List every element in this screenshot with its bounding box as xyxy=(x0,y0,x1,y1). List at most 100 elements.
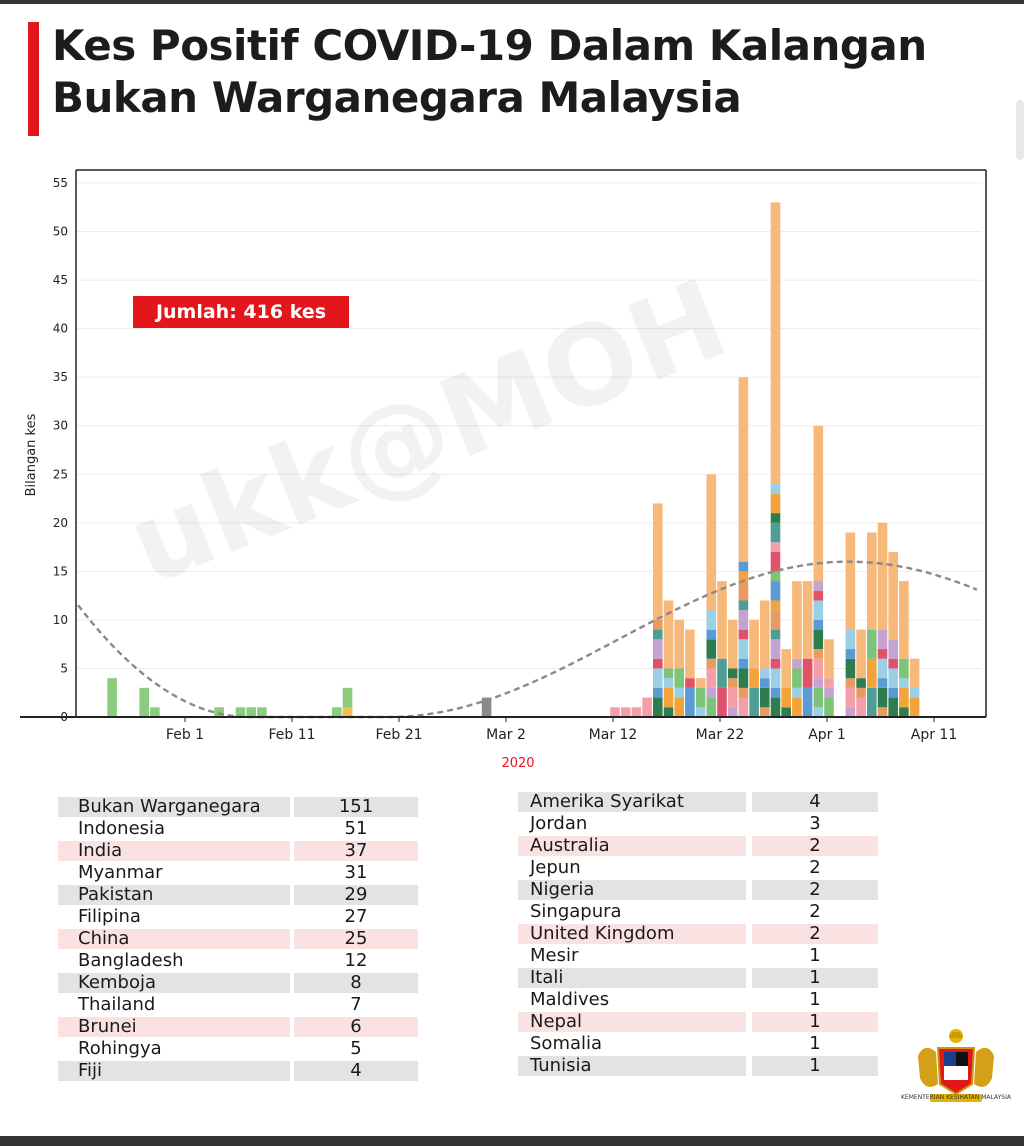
country-name: Nepal xyxy=(530,1011,582,1032)
bar-segment xyxy=(674,697,684,717)
bar-segment xyxy=(150,707,160,717)
bar xyxy=(909,658,920,717)
row-background xyxy=(294,841,418,861)
bar xyxy=(642,697,652,717)
bar-segment xyxy=(877,658,888,679)
bar xyxy=(888,551,898,717)
bar-segment xyxy=(867,629,877,659)
y-tick-label: 20 xyxy=(53,516,68,530)
bar-segment xyxy=(813,425,824,582)
bar-segment xyxy=(663,668,674,679)
row-background xyxy=(752,836,878,856)
bar xyxy=(813,425,824,717)
y-tick-label: 10 xyxy=(53,613,68,627)
bar-segment xyxy=(770,542,781,552)
trend-line xyxy=(77,560,978,719)
bar-segment xyxy=(877,629,888,650)
top-border xyxy=(0,0,1024,4)
bar-segment xyxy=(706,658,717,669)
country-name: Brunei xyxy=(78,1016,137,1037)
bar-segment xyxy=(792,658,802,669)
bar-segment xyxy=(792,668,802,688)
bar-segment xyxy=(781,687,791,708)
bar-segment xyxy=(813,581,824,591)
bar-segment xyxy=(909,658,920,688)
bar-segment xyxy=(139,687,149,717)
country-name: Rohingya xyxy=(78,1038,162,1059)
bar-segment xyxy=(685,629,695,679)
bar-segment xyxy=(856,629,866,679)
bar-segment xyxy=(888,658,898,669)
bar-segment xyxy=(685,687,695,717)
case-count: 6 xyxy=(350,1016,362,1037)
row-background xyxy=(58,885,290,905)
row-background xyxy=(752,924,878,944)
bar-segment xyxy=(342,707,353,717)
bars-group xyxy=(107,202,920,717)
case-count: 31 xyxy=(344,862,368,883)
bar-segment xyxy=(760,687,770,708)
x-tick-label: Feb 1 xyxy=(166,727,204,743)
bar-segment xyxy=(770,687,781,698)
bar-segment xyxy=(642,697,652,717)
page-title-line-1: Kes Positif COVID-19 Dalam Kalangan xyxy=(52,21,927,70)
bar xyxy=(631,707,642,717)
bar xyxy=(899,581,909,717)
country-name: China xyxy=(78,928,130,949)
bar xyxy=(781,649,791,717)
bar-segment xyxy=(888,639,898,659)
bar-segment xyxy=(738,687,749,698)
y-tick-label: 50 xyxy=(53,225,68,239)
country-name: Thailand xyxy=(78,994,156,1015)
bar-segment xyxy=(738,639,749,659)
bar-segment xyxy=(257,707,267,717)
bar-segment xyxy=(813,658,824,679)
bar-segment xyxy=(610,707,620,717)
bar-segment xyxy=(802,687,813,717)
bar-segment xyxy=(770,551,781,572)
bar-segment xyxy=(727,619,738,669)
y-tick-label: 45 xyxy=(53,273,68,287)
bar-segment xyxy=(738,697,749,717)
bar-segment xyxy=(899,678,909,688)
row-background xyxy=(294,1061,418,1081)
bar-segment xyxy=(727,687,738,708)
bar-segment xyxy=(727,668,738,679)
country-name: Nigeria xyxy=(530,879,595,900)
bar-segment xyxy=(695,687,706,708)
bar-segment xyxy=(770,610,781,630)
country-name: Tunisia xyxy=(530,1055,592,1076)
row-background xyxy=(58,841,290,861)
bar-segment xyxy=(738,668,749,688)
bar-segment xyxy=(867,532,877,630)
page-title: Kes Positif COVID-19 Dalam Kalangan Bukan… xyxy=(52,20,1012,124)
bar-segment xyxy=(770,581,781,601)
bar-segment xyxy=(770,629,781,640)
case-count: 2 xyxy=(809,835,821,856)
bar-segment xyxy=(760,668,770,679)
bar-segment xyxy=(706,629,717,640)
bar-segment xyxy=(813,678,824,688)
bar-segment xyxy=(770,483,781,494)
country-name: Bangladesh xyxy=(78,950,184,971)
bar xyxy=(749,619,759,717)
bar-segment xyxy=(877,678,888,688)
bar-segment xyxy=(845,649,856,659)
bar-segment xyxy=(706,639,717,659)
country-name: Itali xyxy=(530,967,564,988)
row-background xyxy=(518,880,746,900)
scrollbar-thumb[interactable] xyxy=(1016,100,1024,160)
bar-segment xyxy=(738,581,749,601)
bar-segment xyxy=(770,658,781,669)
bar-segment xyxy=(663,600,674,669)
row-background xyxy=(518,792,746,812)
bar-segment xyxy=(813,687,824,708)
bar-segment xyxy=(738,600,749,611)
bar-segment xyxy=(845,687,856,708)
bar-segment xyxy=(845,678,856,688)
bar-segment xyxy=(727,678,738,688)
country-name: Australia xyxy=(530,835,610,856)
bar-segment xyxy=(770,600,781,611)
case-count: 1 xyxy=(809,945,821,966)
bar-segment xyxy=(824,687,834,698)
